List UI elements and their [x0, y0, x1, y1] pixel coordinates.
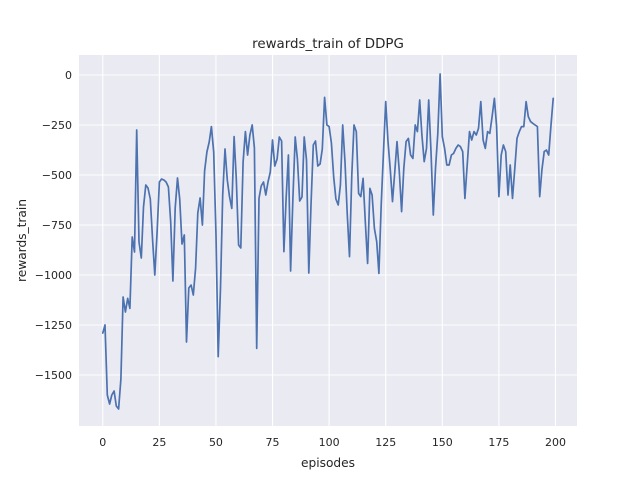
y-tick-labels: 0 −250 −500 −750 −1000 −1250 −1500 [35, 69, 72, 382]
y-tick-label: −1250 [35, 319, 72, 332]
x-tick-label: 150 [432, 436, 453, 449]
x-axis-label: episodes [301, 456, 355, 470]
x-tick-labels: 0 25 50 75 100 125 150 175 200 [99, 436, 566, 449]
y-tick-label: −1000 [35, 269, 72, 282]
y-tick-label: −250 [42, 119, 72, 132]
reward-line [101, 73, 555, 410]
y-tick-label: 0 [65, 69, 72, 82]
x-tick-label: 0 [99, 436, 106, 449]
x-tick-label: 50 [209, 436, 223, 449]
x-tick-label: 100 [319, 436, 340, 449]
x-tick-label: 175 [488, 436, 509, 449]
y-tick-label: −750 [42, 219, 72, 232]
x-tick-label: 125 [375, 436, 396, 449]
series-lines [101, 73, 555, 410]
y-tick-label: −1500 [35, 369, 72, 382]
chart-title: rewards_train of DDPG [252, 37, 404, 52]
x-tick-label: 25 [152, 436, 166, 449]
x-tick-label: 75 [266, 436, 280, 449]
y-axis-label: rewards_train [15, 199, 29, 282]
x-tick-label: 200 [545, 436, 566, 449]
plot-area [79, 55, 577, 426]
y-tick-label: −500 [42, 169, 72, 182]
